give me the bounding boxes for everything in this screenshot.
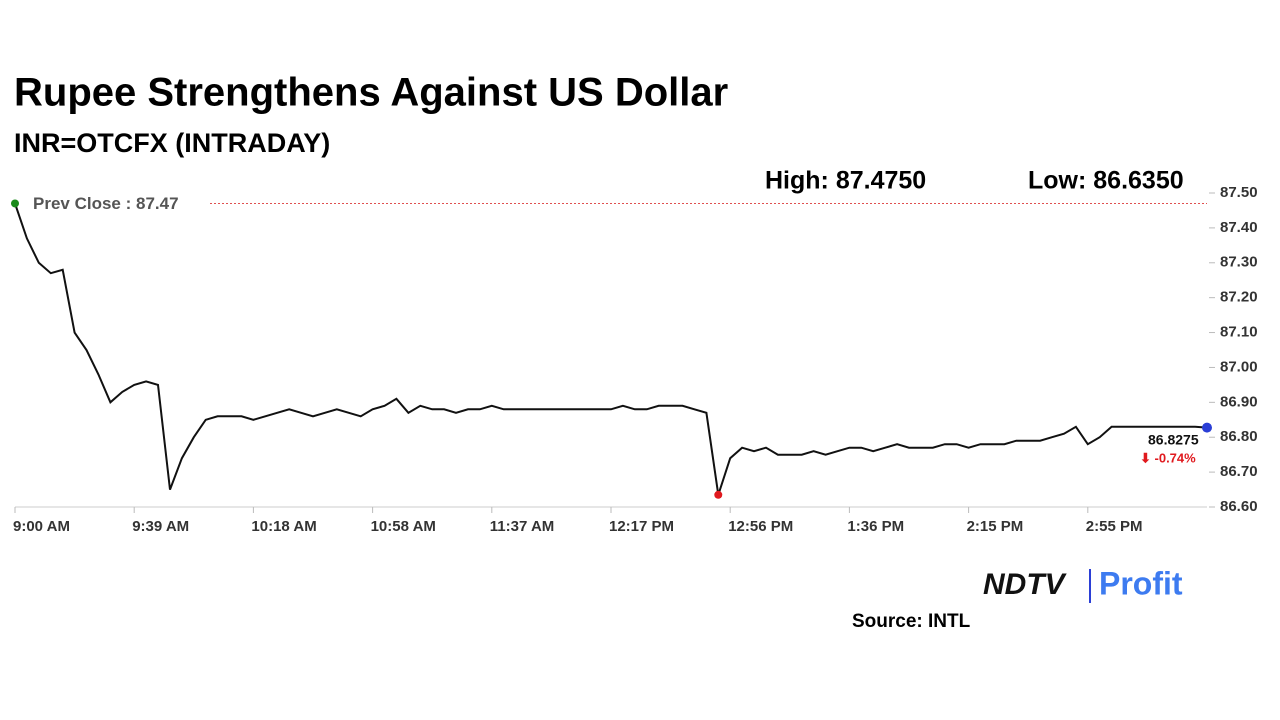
x-tick-label: 10:58 AM <box>371 518 436 535</box>
x-tick-label: 2:15 PM <box>967 518 1024 535</box>
x-tick-label: 12:17 PM <box>609 518 674 535</box>
start-dot <box>11 199 19 208</box>
y-tick-label: 86.90 <box>1220 393 1258 410</box>
x-tick-label: 9:39 AM <box>132 518 189 535</box>
x-tick-label: 9:00 AM <box>13 518 70 535</box>
price-line <box>14 203 1208 496</box>
y-tick-label: 87.20 <box>1220 289 1258 306</box>
end-dot <box>1202 422 1212 433</box>
y-tick-label: 87.00 <box>1220 358 1258 375</box>
y-tick-label: 87.10 <box>1220 324 1258 341</box>
high-label: High: 87.4750 <box>765 167 926 195</box>
x-tick-label: 10:18 AM <box>251 518 316 535</box>
x-tick-label: 12:56 PM <box>728 518 793 535</box>
y-tick-label: 87.40 <box>1220 219 1258 236</box>
change-label: ⬇ -0.74% <box>1140 450 1196 465</box>
x-tick-label: 1:36 PM <box>847 518 904 535</box>
chart-subtitle: INR=OTCFX (INTRADAY) <box>14 128 330 158</box>
y-tick-label: 86.70 <box>1220 463 1258 480</box>
last-value-label: 86.8275 <box>1148 432 1199 448</box>
x-tick-label: 11:37 AM <box>490 518 554 535</box>
prev-close-label: Prev Close : 87.47 <box>33 194 179 213</box>
chart-title: Rupee Strengthens Against US Dollar <box>14 71 728 115</box>
source: Source: INTL <box>852 611 971 632</box>
y-tick-label: 87.30 <box>1220 254 1258 271</box>
y-tick-label: 87.50 <box>1220 184 1258 201</box>
y-tick-label: 86.60 <box>1220 498 1258 515</box>
x-tick-label: 2:55 PM <box>1086 518 1143 535</box>
low-label: Low: 86.6350 <box>1028 167 1184 195</box>
y-tick-label: 86.80 <box>1220 428 1258 445</box>
brand-ndtv: NDTV <box>983 568 1068 601</box>
low-dot <box>714 490 723 499</box>
brand-profit: Profit <box>1099 565 1183 601</box>
